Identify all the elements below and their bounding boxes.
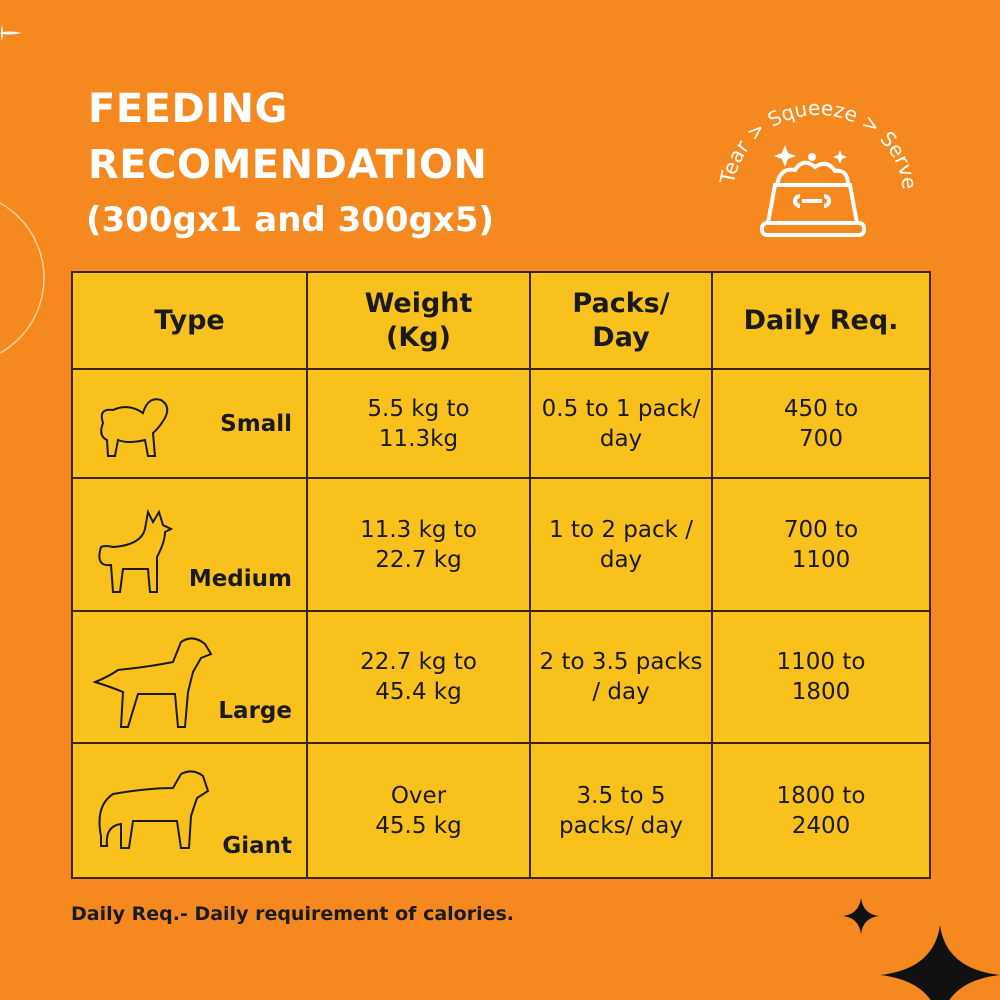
column-header-daily-req: Daily Req. [711,271,931,370]
column-header-weight: Weight (Kg) [306,271,531,370]
dog-type-label: Small [220,410,292,437]
packs-cell: 3.5 to 5 packs/ day [529,742,713,879]
weight-cell: 11.3 kg to 22.7 kg [306,477,531,612]
dog-type-label: Medium [188,566,292,592]
daily-req-cell: 1800 to 2400 [711,742,931,879]
badge-text: Tear > Squeeze > Serve [715,96,922,191]
dog-type-label: Large [218,698,292,724]
weight-cell: Over 45.5 kg [306,742,531,879]
svg-text:Tear > Squeeze > Serve: Tear > Squeeze > Serve [715,96,922,191]
column-header-type: Type [71,271,308,370]
table-header-row: Type Weight (Kg) Packs/ Day Daily Req. [71,271,931,370]
large-dog-icon [93,637,213,728]
weight-cell: 22.7 kg to 45.4 kg [306,610,531,744]
tear-squeeze-serve-badge: Tear > Squeeze > Serve [705,95,925,245]
large-sparkle-icon [880,925,1000,1000]
packs-cell: 1 to 2 pack / day [529,477,713,612]
giant-dog-icon [98,770,210,849]
daily-req-cell: 1100 to 1800 [711,610,931,744]
sparkle-icon [843,898,879,934]
dog-type-label: Giant [222,833,292,859]
table-row: Giant Over 45.5 kg 3.5 to 5 packs/ day 1… [71,742,931,879]
food-bowl-icon [760,160,866,237]
packs-cell: 2 to 3.5 packs / day [529,610,713,744]
daily-req-cell: 700 to 1100 [711,477,931,612]
page-title-line2: RECOMENDATION [88,142,488,188]
circle-outline-decoration [0,202,45,354]
feeding-table: Type Weight (Kg) Packs/ Day Daily Req. S… [71,271,931,879]
packs-cell: 0.5 to 1 pack/ day [529,368,713,479]
weight-cell: 5.5 kg to 11.3kg [306,368,531,479]
medium-dog-icon [98,508,174,593]
footnote: Daily Req.- Daily requirement of calorie… [71,903,515,925]
page-title-line1: FEEDING [88,86,288,132]
table-row: Small 5.5 kg to 11.3kg 0.5 to 1 pack/ da… [71,368,931,479]
small-dog-icon [100,398,169,457]
column-header-packs: Packs/ Day [529,271,713,370]
table-row: Large 22.7 kg to 45.4 kg 2 to 3.5 packs … [71,610,931,744]
sparkle-icon [0,25,22,41]
table-row: Medium 11.3 kg to 22.7 kg 1 to 2 pack / … [71,477,931,612]
daily-req-cell: 450 to 700 [711,368,931,479]
page-subtitle: (300gx1 and 300gx5) [86,200,495,240]
